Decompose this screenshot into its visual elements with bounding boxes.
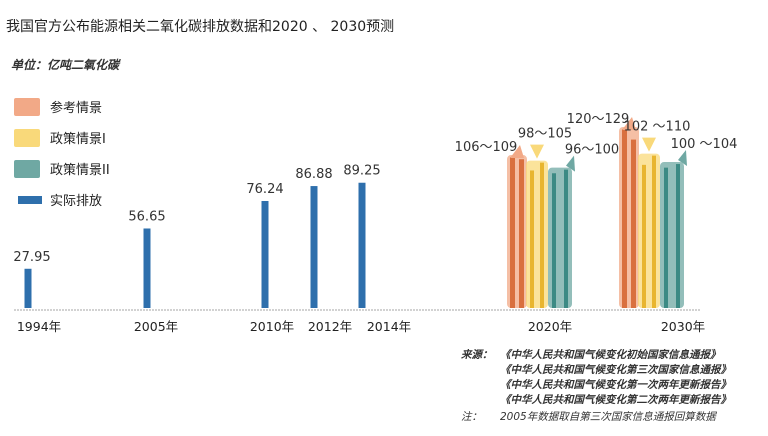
bar-policy1-min	[642, 164, 646, 308]
value-label: 76.24	[246, 182, 283, 197]
x-tick-label: 2012年	[308, 319, 352, 334]
legend-swatch-ref	[14, 98, 40, 116]
marker-ref	[622, 116, 636, 130]
bar-ref-min	[631, 139, 636, 308]
bar-policy2-min	[552, 173, 556, 308]
x-tick-label: 2005年	[134, 319, 178, 334]
bar-policy2-range	[548, 167, 572, 308]
value-label: 89.25	[343, 164, 380, 179]
bar-ref-max	[622, 128, 627, 308]
scenario-label-policy1: 102 ～110	[624, 120, 691, 135]
note-text: 2005年数据取自第三次国家信息通报回算数据	[500, 411, 717, 423]
scenario-label-policy1: 98～105	[518, 127, 572, 142]
chart-title: 我国官方公布能源相关二氧化碳排放数据和2020 、 2030预测	[6, 19, 394, 35]
bar-policy1-min	[530, 170, 534, 308]
legend-label: 政策情景II	[50, 162, 110, 178]
source-line: 《中华人民共和国气候变化第一次两年更新报告》	[500, 378, 731, 391]
x-tick-label: 2020年	[528, 319, 572, 334]
scenario-label-ref: 120～129	[567, 112, 630, 127]
value-label: 86.88	[295, 167, 332, 182]
source-line: 《中华人民共和国气候变化初始国家信息通报》	[500, 348, 721, 361]
bar-actual	[143, 228, 151, 308]
x-axis-ticks: 1994年 2005年 2010年 2012年 2014年 2020年 2030年	[17, 319, 705, 334]
x-tick-label: 1994年	[17, 319, 61, 334]
marker-ref	[510, 145, 524, 159]
x-tick-label: 2010年	[250, 319, 294, 334]
bar-policy1-range	[526, 160, 548, 308]
marker-policy1	[642, 137, 656, 152]
source-block: 来源： 《中华人民共和国气候变化初始国家信息通报》 《中华人民共和国气候变化第三…	[461, 348, 731, 406]
note-label: 注：	[461, 411, 482, 423]
source-line: 《中华人民共和国气候变化第二次两年更新报告》	[500, 393, 731, 406]
source-line: 《中华人民共和国气候变化第三次国家信息通报》	[500, 363, 731, 376]
legend-label: 政策情景I	[50, 131, 106, 147]
bar-actual	[310, 186, 318, 308]
marker-policy2	[566, 155, 575, 172]
unit-label: 单位：亿吨二氧化碳	[11, 58, 121, 72]
legend-swatch-policy1	[14, 129, 40, 147]
bar-ref-min	[519, 159, 524, 308]
bar-policy1-max	[540, 162, 544, 308]
bar-policy1-range	[638, 153, 660, 308]
bar-actual	[358, 182, 366, 308]
note-block: 注： 2005年数据取自第三次国家信息通报回算数据	[461, 411, 717, 423]
plot-area: 27.95 56.65 76.24 86.88 89.25 106～10998～10596…	[13, 112, 737, 308]
scenario-label-policy2: 96～100	[565, 143, 619, 158]
bar-policy1-max	[652, 155, 656, 308]
legend-label: 实际排放	[50, 194, 102, 209]
value-label: 56.65	[128, 209, 165, 224]
marker-policy1	[530, 144, 544, 159]
bar-policy2-range	[660, 162, 684, 308]
bar-actual	[261, 200, 269, 308]
bar-policy2-max	[676, 164, 680, 308]
scenario-label-policy2: 100 ～104	[671, 137, 738, 152]
legend-label: 参考情景	[50, 100, 102, 116]
bar-actual	[24, 268, 32, 308]
bar-policy2-min	[664, 167, 668, 308]
x-tick-label: 2030年	[661, 319, 705, 334]
legend-swatch-actual	[18, 196, 42, 204]
source-label: 来源：	[461, 348, 493, 361]
legend-swatch-policy2	[14, 160, 40, 178]
bar-policy2-max	[564, 169, 568, 308]
scenario-label-ref: 106～109	[455, 140, 518, 155]
marker-policy2	[678, 150, 687, 167]
value-label: 27.95	[13, 250, 50, 265]
bar-ref-max	[510, 157, 515, 308]
x-tick-label: 2014年	[367, 319, 411, 334]
